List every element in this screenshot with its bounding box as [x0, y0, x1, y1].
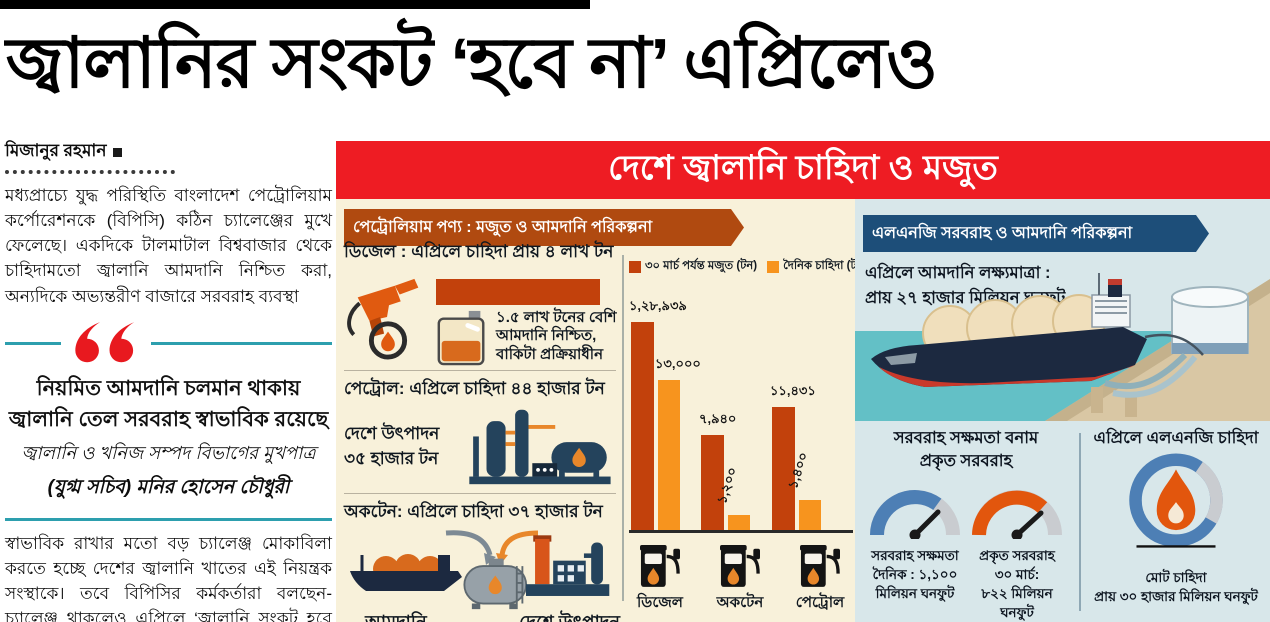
article-paragraph-1: মধ্যপ্রাচ্যে যুদ্ধ পরিস্থিতি বাংলাদেশ পে… — [5, 186, 332, 306]
fuel-pump-icon — [720, 545, 760, 587]
lng-demand-title: এপ্রিলে এলএনজি চাহিদা — [1093, 429, 1259, 447]
bar-value-label: ১,২৮,৯৩৯ — [629, 298, 687, 313]
legend-item-1: দৈনিক চাহিদা (টন) — [767, 257, 867, 276]
actual-gauge-caption: প্রকৃত সরবরাহ ৩০ মার্চ: ৮২২ মিলিয়ন ঘনফু… — [979, 548, 1055, 620]
diesel-demand-line: ডিজেল : এপ্রিলে চাহিদা প্রায় ৪ লাখ টন — [344, 242, 614, 261]
fuel-nozzle-icon — [347, 278, 419, 360]
capacity-gauge-caption: সরবরাহ সক্ষমতা দৈনিক : ১,১০০ মিলিয়ন ঘনফ… — [871, 548, 959, 601]
lng-demand-block: এপ্রিলে এলএনজি চাহিদা মোট চাহিদা প্রায় … — [1087, 427, 1265, 607]
lng-demand-value: প্রায় ৩০ হাজার মিলিয়ন ঘনফুট — [1094, 588, 1258, 604]
quote-rule-left — [5, 342, 61, 346]
pullquote-attribution-name: (যুগ্ম সচিব) মনির হোসেন চৌধুরী — [47, 476, 290, 498]
article-paragraph-2: স্বাভাবিক রাখার মতো বড় চ্যালেঞ্জ মোকাবি… — [5, 533, 332, 622]
pullquote-separator — [5, 321, 332, 367]
octane-illustration — [344, 529, 622, 610]
bar-1-stock — [701, 435, 724, 530]
refinery-icon — [469, 409, 611, 485]
diesel-illustration: ১.৫ লাখ টনের বেশি আমদানি নিশ্চিত, বাকিটা… — [344, 269, 622, 366]
octane-demand-line: অকটেন: এপ্রিলে চাহিদা ৩৭ হাজার টন — [344, 502, 603, 521]
bar-value-label: ৭,৯৪০ — [699, 411, 737, 426]
axis-item-petrol: পেট্রোল — [781, 541, 859, 616]
diesel-stock-bar-graphic — [436, 279, 600, 305]
bar-0-daily — [658, 380, 680, 530]
supply-vs-actual-block: সরবরাহ সক্ষমতা বনাম প্রকৃত সরবরাহ সরবরাহ… — [857, 427, 1075, 622]
lng-demand-caption: মোট চাহিদা প্রায় ৩০ হাজার মিলিয়ন ঘনফুট — [1087, 569, 1265, 607]
cargo-ship-icon — [350, 554, 462, 591]
axis-item-diesel: ডিজেল — [621, 541, 699, 616]
actual-gauge-item: প্রকৃত সরবরাহ ৩০ মার্চ: ৮২২ মিলিয়ন ঘনফু… — [967, 481, 1067, 622]
fuel-pump-icon — [800, 545, 840, 587]
axis-label-octane: অকটেন — [716, 594, 764, 611]
axis-label-diesel: ডিজেল — [637, 594, 683, 611]
bar-0-stock — [631, 322, 654, 530]
lng-demand-donut-icon — [1129, 453, 1223, 548]
storage-tank-icon — [463, 558, 528, 610]
bar-value-label: ১১,৪৩১ — [770, 383, 816, 398]
axis-label-petrol: পেট্রোল — [795, 594, 845, 611]
quote-rule-right — [151, 342, 332, 346]
axis-item-octane: অকটেন — [701, 541, 779, 616]
fuel-bar-chart: ৩০ মার্চ পর্যন্ত মজুত (টন) দৈনিক চাহিদা (… — [629, 257, 867, 617]
gauges-row: সরবরাহ সক্ষমতা দৈনিক : ১,১০০ মিলিয়ন ঘনফ… — [857, 473, 1075, 622]
infographic-title: দেশে জ্বালানি চাহিদা ও মজুত — [336, 141, 1270, 199]
lng-bottom-section: সরবরাহ সক্ষমতা বনাম প্রকৃত সরবরাহ সরবরাহ… — [855, 427, 1270, 622]
lng-ship-illustration — [855, 273, 1270, 421]
legend-swatch — [767, 260, 780, 273]
infographic: দেশে জ্বালানি চাহিদা ও মজুত পেট্রোলিয়াম… — [336, 141, 1270, 622]
bar-group-0: ১,২৮,৯৩৯ ১৩,০০০ — [629, 257, 701, 530]
capacity-gauge-item: সরবরাহ সক্ষমতা দৈনিক : ১,১০০ মিলিয়ন ঘনফ… — [865, 481, 965, 622]
petroleum-details: ডিজেল : এপ্রিলে চাহিদা প্রায় ৪ লাখ টন — [344, 237, 622, 622]
jerry-can-icon — [437, 310, 485, 366]
bar-group-2: ১১,৪৩১ ১,৪০০ — [770, 257, 822, 530]
chart-x-axis: ডিজেল অকটেন — [621, 541, 859, 616]
panel-divider — [622, 255, 624, 601]
article-column: মিজানুর রহমান মধ্যপ্রাচ্যে যুদ্ধ পরিস্থি… — [5, 138, 332, 622]
octane-labels: আমদানি ৫০ হাজার টন দেশে উৎপাদন ৩০ হাজার … — [344, 611, 622, 622]
actual-gauge-icon — [972, 490, 1062, 541]
byline-square-icon — [113, 147, 123, 157]
dotted-rule — [5, 169, 175, 174]
chart-bars: ১,২৮,৯৩৯ ১৩,০০০ ৭,৯৪০ ১,২০০ ১১,৪৩১ ১,৪০০ — [629, 257, 853, 533]
headline: জ্বালানির সংকট ‘হবে না’ এপ্রিলেও — [6, 24, 938, 102]
bar-group-1: ৭,৯৪০ ১,২০০ — [699, 257, 751, 530]
lng-section-header: এলএনজি সরবরাহ ও আমদানি পরিকল্পনা — [863, 215, 1209, 252]
lng-panel: এলএনজি সরবরাহ ও আমদানি পরিকল্পনা এপ্রিলে… — [855, 199, 1270, 622]
petroleum-section-header: পেট্রোলিয়াম পণ্য : মজুত ও আমদানি পরিকল্… — [344, 209, 744, 246]
divider — [344, 370, 616, 371]
bar-2-stock — [772, 407, 795, 530]
bar-1-daily — [728, 515, 750, 530]
octane-production-label: দেশে উৎপাদন ৩০ হাজার টন — [519, 612, 620, 622]
byline-name: মিজানুর রহমান — [5, 141, 107, 160]
quote-mark-icon — [75, 321, 135, 363]
infographic-body: পেট্রোলিয়াম পণ্য : মজুত ও আমদানি পরিকল্… — [336, 199, 1270, 622]
lng-import-target: এপ্রিলে আমদানি লক্ষ্যমাত্রা : প্রায় ২৭ … — [865, 264, 1066, 307]
pullquote-attribution-role: জ্বালানি ও খনিজ সম্পদ বিভাগের মুখপাত্র — [21, 442, 316, 463]
divider — [344, 493, 616, 494]
petrol-production-label: দেশে উৎপাদন ৩৫ হাজার টন — [344, 423, 440, 469]
chart-legend: ৩০ মার্চ পর্যন্ত মজুত (টন) দৈনিক চাহিদা (… — [629, 257, 867, 276]
byline: মিজানুর রহমান — [5, 138, 332, 166]
legend-item-0: ৩০ মার্চ পর্যন্ত মজুত (টন) — [629, 257, 757, 276]
capacity-gauge-icon — [870, 490, 960, 541]
factory-icon — [526, 535, 610, 596]
bar-2-daily — [799, 500, 821, 530]
diesel-import-note: ১.৫ লাখ টনের বেশি আমদানি নিশ্চিত, বাকিটা… — [496, 309, 617, 363]
bar-value-label: ১৩,০০০ — [655, 356, 701, 371]
petroleum-panel: পেট্রোলিয়াম পণ্য : মজুত ও আমদানি পরিকল্… — [336, 199, 867, 622]
section-rule — [5, 517, 332, 521]
bottom-divider — [1079, 433, 1081, 611]
petrol-production-block: দেশে উৎপাদন ৩৫ হাজার টন — [344, 404, 622, 488]
pullquote-text: নিয়মিত আমদানি চলমান থাকায় জ্বালানি তেল… — [8, 376, 329, 432]
octane-import-label: আমদানি ৫০ হাজার টন — [365, 612, 427, 622]
supply-vs-actual-title: সরবরাহ সক্ষমতা বনাম প্রকৃত সরবরাহ — [893, 429, 1039, 471]
legend-swatch — [629, 260, 641, 273]
fuel-pump-icon — [640, 545, 680, 587]
top-rule — [0, 0, 590, 9]
petrol-demand-line: পেট্রোল: এপ্রিলে চাহিদা ৪৪ হাজার টন — [344, 379, 605, 398]
lng-demand-label: মোট চাহিদা — [1145, 570, 1207, 586]
